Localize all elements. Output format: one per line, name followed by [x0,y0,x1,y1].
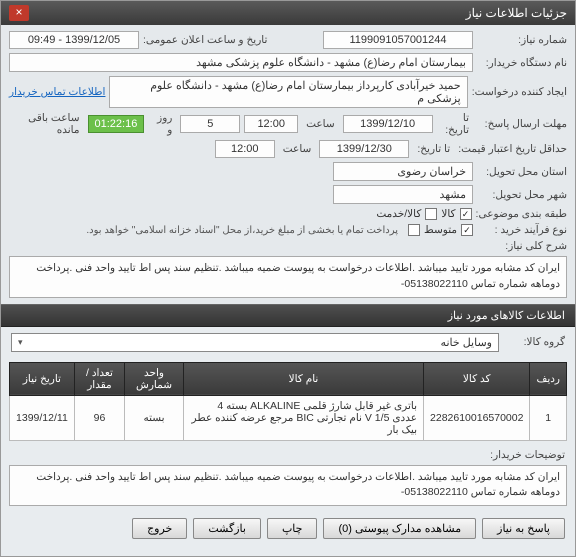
validity-to-label: تا تاریخ: [413,143,454,155]
titlebar: جزئیات اطلاعات نیاز × [1,1,575,25]
summary-text: ایران کد مشابه مورد تایید میباشد .اطلاعا… [9,256,567,298]
deadline-send-label: مهلت ارسال پاسخ: [477,118,567,130]
deadline-hour: 12:00 [244,115,298,133]
deadline-date: 1399/12/10 [343,115,433,133]
province-label: استان محل تحویل: [477,166,567,178]
remaining-days: 5 [180,115,240,133]
window-root: جزئیات اطلاعات نیاز × شماره نیاز: 119909… [0,0,576,557]
validity-hour-label: ساعت [279,143,316,155]
remaining-day-label: روز و [148,112,176,136]
cat-goods-group: ✓ کالا [441,208,471,220]
validity-hour: 12:00 [215,140,275,158]
remaining-time: 01:22:16 [88,115,145,133]
contact-link[interactable]: اطلاعات تماس خریدار [9,86,105,98]
need-no-label: شماره نیاز: [477,34,567,46]
validity-label: حداقل تاریخ اعتبار قیمت: [458,143,567,155]
buyer-desc-text: ایران کد مشابه مورد تایید میباشد .اطلاعا… [9,465,567,507]
col-unit: واحد شمارش [125,362,184,395]
need-no-value: 1199091057001244 [323,31,473,49]
window-title: جزئیات اطلاعات نیاز [466,6,567,20]
validity-date: 1399/12/30 [319,140,409,158]
col-name: نام کالا [183,362,423,395]
deadline-to-label: تا تاریخ: [437,112,473,136]
group-dropdown[interactable]: وسایل خانه ▾ [11,333,499,352]
chevron-down-icon: ▾ [18,337,23,348]
table-row[interactable]: 1 2282610016570002 باتری غیر قابل شارژ ق… [10,395,567,440]
reply-button[interactable]: پاسخ به نیاز [482,518,565,539]
announce-label: تاریخ و ساعت اعلان عمومی: [143,34,267,46]
buyer-desc-label: توضیحات خریدار: [475,449,565,461]
city-value: مشهد [333,185,473,204]
form-area: شماره نیاز: 1199091057001244 تاریخ و ساع… [1,25,575,304]
cell-date: 1399/12/11 [10,395,75,440]
cat-service-group: کالا/خدمت [376,208,437,220]
announce-value: 1399/12/05 - 09:49 [9,31,139,49]
process-note-group: پرداخت تمام یا بخشی از مبلغ خرید،از محل … [86,224,420,236]
checkbox-note[interactable] [408,224,420,236]
city-label: شهر محل تحویل: [477,189,567,201]
remaining-suffix: ساعت باقی مانده [9,112,84,136]
deadline-hour-label: ساعت [302,118,339,130]
close-icon[interactable]: × [9,5,29,21]
buyer-org-value: بیمارستان امام رضا(ع) مشهد - دانشگاه علو… [9,53,473,72]
items-table: ردیف کد کالا نام کالا واحد شمارش تعداد /… [9,362,567,441]
attachments-button[interactable]: مشاهده مدارک پیوستی (0) [323,518,476,539]
checkbox-service[interactable] [425,208,437,220]
cat-service-label: کالا/خدمت [376,208,421,220]
buyer-org-label: نام دستگاه خریدار: [477,57,567,69]
col-date: تاریخ نیاز [10,362,75,395]
back-button[interactable]: بازگشت [193,518,261,539]
col-idx: ردیف [530,362,567,395]
summary-label: شرح کلی نیاز: [477,240,567,252]
col-code: کد کالا [424,362,530,395]
process-label: نوع فرآیند خرید : [477,224,567,236]
buttons-row: پاسخ به نیاز مشاهده مدارک پیوستی (0) چاپ… [1,510,575,547]
cell-idx: 1 [530,395,567,440]
cat-goods-label: کالا [441,208,455,220]
print-button[interactable]: چاپ [267,518,318,539]
group-value: وسایل خانه [441,336,492,349]
checkbox-medium[interactable]: ✓ [461,224,473,236]
table-header-row: ردیف کد کالا نام کالا واحد شمارش تعداد /… [10,362,567,395]
cell-unit: بسته [125,395,184,440]
creator-value: حمید خیرآبادی کارپرداز بیمارستان امام رض… [109,76,467,108]
items-section-header: اطلاعات کالاهای مورد نیاز [1,304,575,327]
cell-qty: 96 [74,395,124,440]
close-button[interactable]: خروج [132,518,187,539]
checkbox-goods[interactable]: ✓ [460,208,472,220]
creator-label: ایجاد کننده درخواست: [472,86,567,98]
cell-code: 2282610016570002 [424,395,530,440]
cell-name: باتری غیر قابل شارژ قلمی ALKALINE بسته 4… [183,395,423,440]
col-qty: تعداد / مقدار [74,362,124,395]
province-value: خراسان رضوی [333,162,473,181]
process-medium-group: ✓ متوسط [424,224,473,236]
process-note: پرداخت تمام یا بخشی از مبلغ خرید،از محل … [86,225,404,236]
group-label: گروه کالا: [505,336,565,348]
process-medium-label: متوسط [424,224,457,236]
cat-label: طبقه بندی موضوعی: [476,208,567,220]
